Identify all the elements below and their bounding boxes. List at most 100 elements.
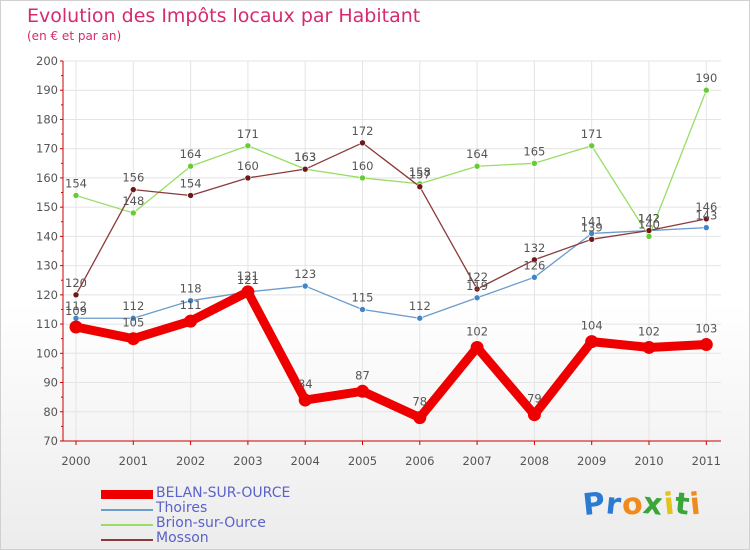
data-point bbox=[416, 183, 424, 190]
data-label: 190 bbox=[695, 71, 717, 85]
data-point bbox=[588, 236, 596, 243]
axes: 7080901001101201301401501601701801902002… bbox=[36, 54, 721, 468]
data-label: 148 bbox=[122, 194, 144, 208]
data-label: 115 bbox=[352, 290, 374, 304]
data-point bbox=[359, 174, 366, 182]
data-label: 111 bbox=[180, 298, 202, 312]
data-point bbox=[187, 297, 194, 304]
data-label: 79 bbox=[527, 392, 542, 406]
data-point bbox=[413, 411, 427, 425]
data-label: 126 bbox=[523, 258, 545, 272]
data-labels: 109 105 111 121 84 87 78 102 79 104 102 103 112 112 11… bbox=[65, 71, 717, 408]
data-point bbox=[699, 338, 713, 352]
data-point bbox=[531, 274, 538, 281]
data-label: 172 bbox=[352, 124, 374, 138]
data-label: 143 bbox=[695, 209, 717, 223]
x-tick-label: 2002 bbox=[176, 454, 205, 468]
y-tick-label: 100 bbox=[36, 346, 58, 360]
data-point bbox=[298, 393, 312, 407]
x-tick-label: 2000 bbox=[61, 454, 90, 468]
data-label: 154 bbox=[65, 176, 87, 190]
legend: BELAN-SUR-OURCE Thoires Brion-sur-Ource Mos… bbox=[101, 485, 401, 547]
legend-label: BELAN-SUR-OURCE bbox=[156, 485, 291, 501]
series-line bbox=[75, 142, 707, 296]
data-point bbox=[184, 314, 198, 328]
data-point bbox=[359, 139, 366, 147]
data-point bbox=[702, 86, 710, 94]
series-mosson bbox=[72, 139, 710, 299]
data-label: 109 bbox=[65, 304, 87, 318]
data-point bbox=[72, 192, 80, 199]
y-tick-label: 200 bbox=[36, 54, 58, 68]
data-point bbox=[187, 162, 194, 170]
series-brion-sur-ource bbox=[72, 86, 710, 240]
x-tick-label: 2011 bbox=[692, 454, 721, 468]
y-tick-label: 140 bbox=[36, 229, 58, 243]
data-label: 171 bbox=[581, 127, 603, 141]
data-label: 140 bbox=[638, 217, 660, 231]
y-tick-label: 160 bbox=[36, 171, 58, 185]
chart-subtitle: (en € et par an) bbox=[27, 29, 122, 43]
data-point bbox=[244, 174, 252, 182]
data-label: 112 bbox=[122, 299, 144, 313]
x-tick-label: 2001 bbox=[119, 454, 148, 468]
data-label: 164 bbox=[466, 147, 488, 161]
data-label: 84 bbox=[298, 377, 313, 391]
data-point bbox=[126, 332, 140, 346]
data-label: 142 bbox=[638, 212, 660, 226]
y-tick-label: 130 bbox=[36, 259, 58, 273]
data-label: 154 bbox=[180, 176, 202, 190]
data-point bbox=[702, 215, 710, 223]
data-point bbox=[301, 282, 309, 290]
data-point bbox=[356, 384, 369, 398]
x-tick-label: 2004 bbox=[291, 454, 320, 468]
legend-item: BELAN-SUR-OURCE bbox=[101, 485, 401, 502]
data-label: 139 bbox=[581, 220, 603, 234]
series-line bbox=[71, 287, 711, 423]
series-belan-sur-ource bbox=[69, 285, 713, 425]
data-label: 156 bbox=[122, 171, 144, 185]
series-lines bbox=[69, 86, 713, 425]
y-tick-label: 190 bbox=[36, 83, 58, 97]
data-point bbox=[470, 340, 484, 354]
y-tick-label: 180 bbox=[36, 112, 58, 126]
data-label: 142 bbox=[638, 212, 660, 226]
data-point bbox=[531, 160, 538, 167]
data-label: 120 bbox=[65, 276, 87, 290]
y-tick-label: 110 bbox=[36, 317, 58, 331]
data-label: 146 bbox=[695, 200, 717, 214]
data-label: 141 bbox=[581, 214, 603, 228]
series-thoires bbox=[72, 224, 710, 322]
legend-item: Thoires bbox=[101, 500, 401, 517]
data-label: 103 bbox=[695, 322, 717, 336]
data-label: 102 bbox=[638, 324, 660, 338]
data-label: 105 bbox=[122, 316, 144, 330]
legend-label: Thoires bbox=[156, 500, 208, 516]
y-tick-label: 170 bbox=[36, 142, 58, 156]
data-label: 104 bbox=[581, 319, 603, 333]
data-point bbox=[72, 291, 80, 299]
data-label: 171 bbox=[237, 127, 259, 141]
y-tick-label: 80 bbox=[43, 405, 58, 419]
x-tick-label: 2007 bbox=[462, 454, 491, 468]
legend-item: Brion-sur-Ource bbox=[101, 515, 401, 532]
data-point bbox=[69, 320, 83, 334]
data-label: 158 bbox=[409, 165, 431, 179]
legend-label: Brion-sur-Ource bbox=[156, 515, 266, 531]
y-tick-label: 70 bbox=[43, 434, 58, 448]
x-tick-label: 2005 bbox=[348, 454, 377, 468]
data-label: 160 bbox=[352, 159, 374, 173]
data-label: 163 bbox=[294, 150, 316, 164]
data-label: 121 bbox=[237, 269, 259, 283]
data-point bbox=[241, 285, 255, 299]
series-line bbox=[75, 226, 707, 319]
data-point bbox=[301, 165, 309, 173]
data-point bbox=[527, 408, 541, 422]
data-label: 132 bbox=[523, 241, 545, 255]
x-tick-label: 2006 bbox=[405, 454, 434, 468]
data-point bbox=[416, 314, 424, 322]
data-point bbox=[244, 142, 252, 150]
data-label: 164 bbox=[180, 147, 202, 161]
